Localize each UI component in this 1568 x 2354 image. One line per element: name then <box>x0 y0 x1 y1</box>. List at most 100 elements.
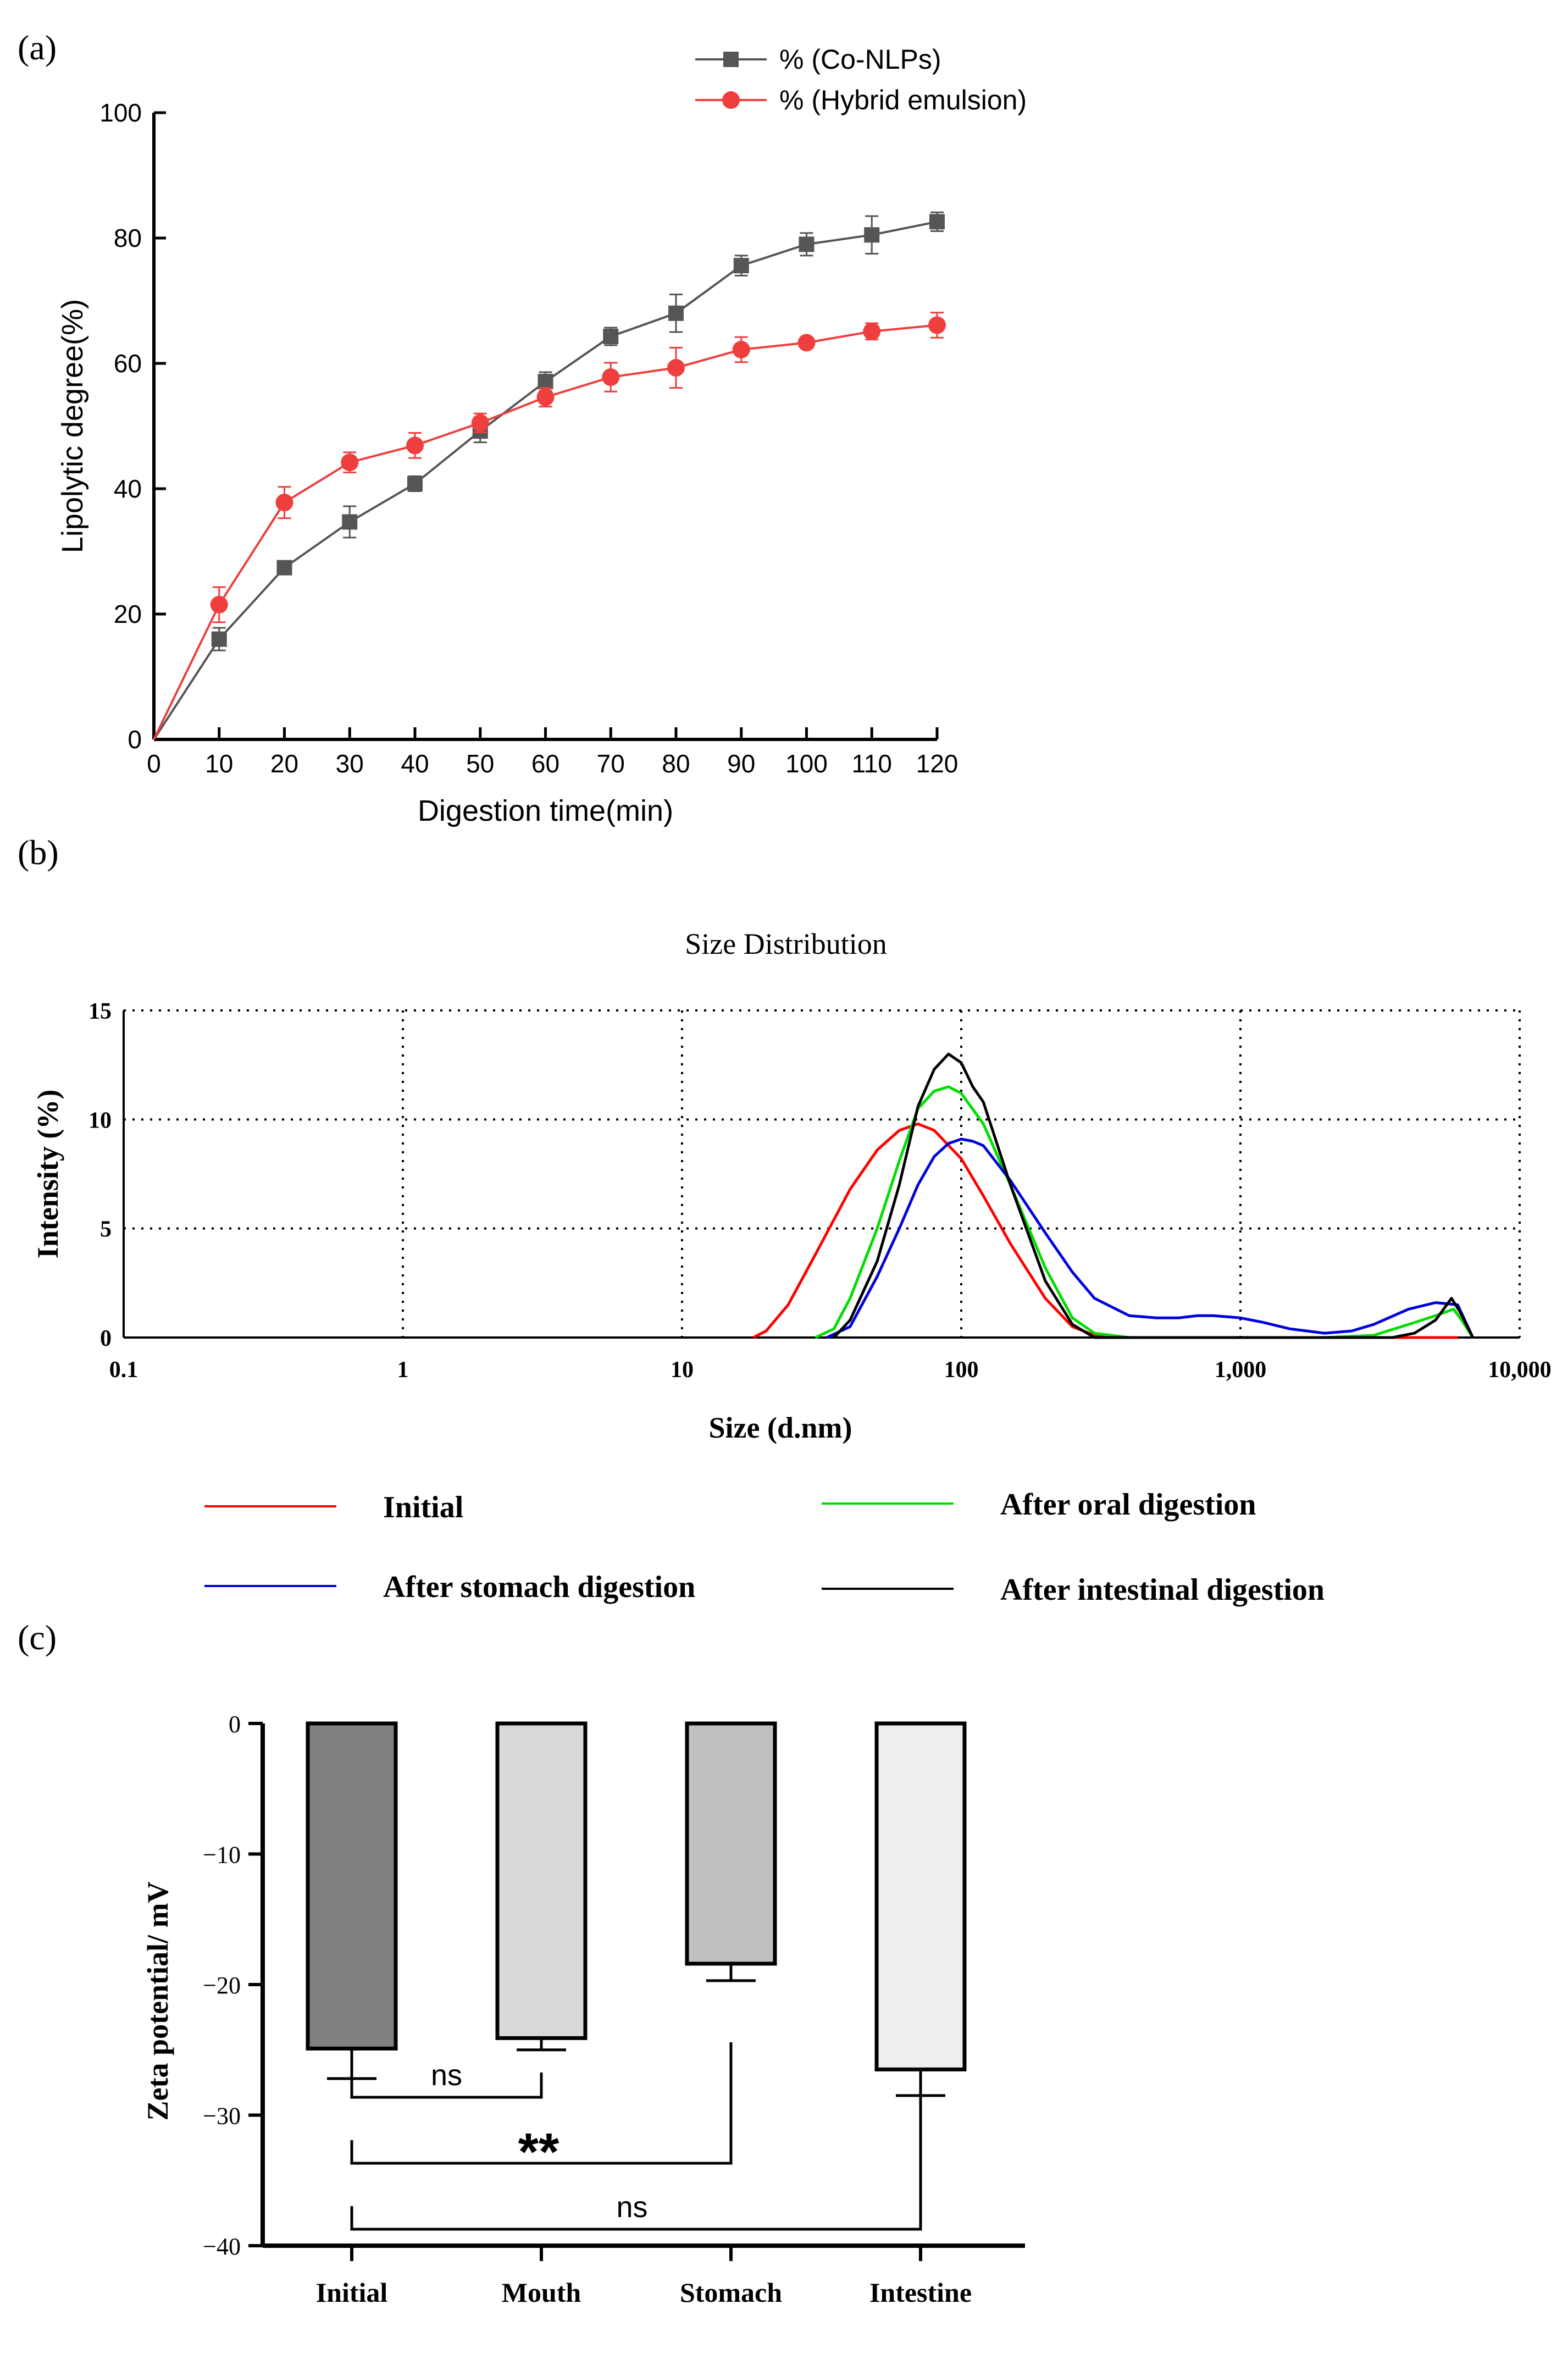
x-tick-label: 10 <box>671 1357 694 1383</box>
panel-a: (a) 0 20 40 60 80 100 0 10 20 30 40 50 60 70 80 90 100 11… <box>18 28 1027 827</box>
series-line <box>752 1122 1458 1339</box>
panel-b-legend: Initial After oral digestion After stomach… <box>204 1488 1325 1607</box>
legend-label: After stomach digestion <box>383 1570 695 1604</box>
data-point <box>602 368 620 386</box>
data-point <box>341 454 359 472</box>
x-tick-label: 120 <box>916 749 958 778</box>
legend-label: After oral digestion <box>1000 1488 1256 1522</box>
y-tick-label: 40 <box>114 474 142 503</box>
data-point <box>210 595 228 614</box>
x-tick-label: 40 <box>401 749 429 778</box>
x-tick-label: 10,000 <box>1488 1357 1552 1383</box>
data-point <box>864 227 880 243</box>
panel-a-legend: % (Co-NLPs) % (Hybrid emulsion) <box>695 44 1027 115</box>
panel-a-axes: 0 20 40 60 80 100 0 10 20 30 40 50 60 70 80 90 100 110 120 <box>99 98 958 778</box>
y-tick-label: 100 <box>99 98 142 127</box>
data-point <box>928 316 946 334</box>
x-tick-label: 20 <box>270 749 298 778</box>
data-point <box>863 322 881 340</box>
y-tick-label: 0 <box>128 725 142 754</box>
data-point <box>732 340 750 358</box>
legend-label: % (Hybrid emulsion) <box>779 85 1027 115</box>
x-tick-label: 100 <box>944 1357 979 1383</box>
data-point <box>406 436 424 455</box>
significance-bracket <box>350 2073 543 2099</box>
bar <box>685 1721 777 1966</box>
y-tick-label: 0 <box>229 1711 241 1738</box>
data-point <box>603 328 619 344</box>
data-point <box>799 236 815 252</box>
data-point <box>407 476 423 491</box>
data-point <box>667 358 685 377</box>
data-point <box>276 560 292 576</box>
data-point <box>668 305 684 321</box>
data-point <box>733 258 749 274</box>
y-tick-label: 15 <box>88 999 112 1024</box>
x-tick-label: 100 <box>785 749 828 778</box>
data-point <box>929 214 945 230</box>
data-point <box>538 374 553 390</box>
x-tick-label: Intestine <box>869 2277 972 2308</box>
panel-b-x-axis-label: Size (d.nm) <box>709 1411 852 1444</box>
x-tick-label: 0 <box>147 749 161 778</box>
x-tick-label: 30 <box>336 749 364 778</box>
significance-label: ** <box>518 2123 559 2181</box>
significance-label: ns <box>616 2191 647 2224</box>
bar <box>306 1721 398 2051</box>
x-tick-label: 10 <box>205 749 233 778</box>
x-tick-label: 50 <box>466 749 494 778</box>
y-tick-label: 5 <box>100 1217 112 1242</box>
panel-b: (b) Size Distribution 0.1 1 10 100 1,000 10,0… <box>18 833 1552 1607</box>
x-tick-label: Mouth <box>502 2277 581 2308</box>
panel-c-bars <box>306 1721 967 2097</box>
panel-b-title: Size Distribution <box>685 927 886 960</box>
data-point <box>275 494 293 512</box>
series-line <box>833 1052 1475 1339</box>
panel-b-y-axis-label: Intensity (%) <box>31 1090 64 1259</box>
panel-c-y-axis-label: Zeta potential/ mV <box>141 1882 174 2121</box>
legend-marker <box>722 91 740 109</box>
x-tick-label: 0.1 <box>109 1357 138 1383</box>
series-line <box>153 220 938 741</box>
panel-b-axes: 0.1 1 10 100 1,000 10,000 0 5 10 15 <box>88 999 1552 1383</box>
panel-b-label: (b) <box>18 833 59 872</box>
panel-a-y-axis-label: Lipolytic degree(%) <box>56 299 89 553</box>
panel-c-label: (c) <box>18 1618 57 1657</box>
y-tick-label: 60 <box>114 349 142 378</box>
x-tick-label: Stomach <box>680 2277 782 2308</box>
x-tick-label: 70 <box>597 749 625 778</box>
data-point <box>211 631 227 647</box>
panel-c-significance: ns ** ns <box>350 2042 922 2231</box>
y-tick-label: 0 <box>100 1326 112 1351</box>
x-tick-label: 90 <box>727 749 755 778</box>
legend-label: After intestinal digestion <box>1000 1573 1325 1607</box>
legend-label: % (Co-NLPs) <box>779 44 941 75</box>
significance-bracket <box>350 2042 733 2165</box>
x-tick-label: 1 <box>397 1357 409 1383</box>
x-tick-label: Initial <box>316 2277 388 2308</box>
x-tick-label: 80 <box>662 749 690 778</box>
panel-c: (c) 0 −10 −20 −30 −40 Initial Mouth Stomach Inte… <box>18 1618 1025 2308</box>
data-point <box>797 334 816 352</box>
panel-a-x-axis-label: Digestion time(min) <box>418 794 673 827</box>
series-line <box>826 1137 1475 1339</box>
y-tick-label: 20 <box>114 600 142 628</box>
panel-a-label: (a) <box>18 28 57 67</box>
x-tick-label: 1,000 <box>1215 1357 1267 1383</box>
y-tick-label: −20 <box>203 1972 241 1999</box>
series-line <box>815 1085 1475 1339</box>
significance-bracket <box>350 2084 922 2231</box>
data-point <box>342 514 358 530</box>
x-tick-label: 110 <box>852 749 892 778</box>
y-tick-label: 10 <box>88 1108 112 1133</box>
y-tick-label: 80 <box>114 224 142 252</box>
panel-a-series <box>153 211 946 741</box>
x-tick-label: 60 <box>531 749 559 778</box>
legend-marker <box>723 52 739 67</box>
data-point <box>471 414 489 432</box>
significance-label: ns <box>431 2059 462 2092</box>
panel-c-axes: 0 −10 −20 −30 −40 Initial Mouth Stomach Intestin… <box>203 1711 1025 2308</box>
y-tick-label: −30 <box>203 2103 241 2130</box>
y-tick-label: −40 <box>203 2233 241 2260</box>
